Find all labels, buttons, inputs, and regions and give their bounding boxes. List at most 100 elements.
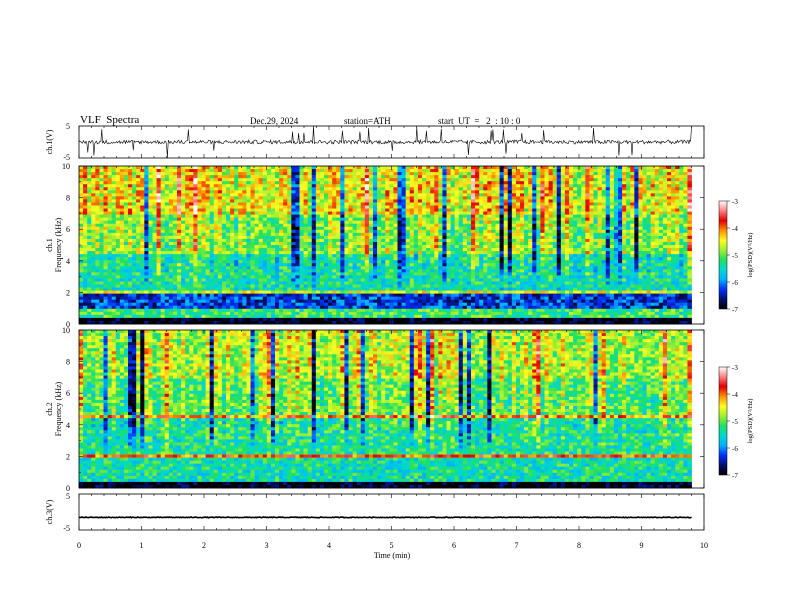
spectrogram-cell	[577, 220, 582, 225]
spectrogram-cell	[348, 232, 353, 237]
spectrogram-cell	[450, 166, 456, 170]
spectrogram-cell	[405, 257, 411, 261]
spectrogram-cell	[164, 175, 170, 179]
spectrogram-cell	[95, 229, 100, 234]
spectrogram-cell	[507, 254, 513, 258]
spectrogram-cell	[430, 251, 435, 255]
spectrogram-cell	[454, 260, 460, 264]
spectrogram-cell	[103, 251, 108, 255]
spectrogram-cell	[254, 254, 260, 258]
spectrogram-cell	[650, 238, 656, 243]
spectrogram-cell	[601, 223, 607, 228]
spectrogram-cell	[262, 235, 268, 240]
spectrogram-cell	[601, 245, 607, 249]
spectrogram-cell	[438, 202, 443, 206]
spectrogram-cell	[152, 205, 157, 209]
spectrogram-cell	[544, 232, 549, 237]
spectrogram-cell	[679, 181, 684, 185]
spectrogram-cell	[197, 211, 202, 216]
spectrogram-cell	[197, 187, 202, 191]
spectrogram-cell	[217, 245, 223, 249]
spectrogram-cell	[520, 245, 525, 249]
spectrogram-cell	[107, 190, 113, 194]
spectrogram-cell	[524, 205, 529, 209]
spectrogram-cell	[462, 208, 468, 212]
spectrogram-cell	[679, 229, 684, 234]
spectrogram-cell	[528, 226, 533, 231]
spectrogram-cell	[417, 166, 423, 170]
spectrogram-cell	[507, 251, 513, 255]
spectrogram-cell	[193, 248, 198, 252]
spectrogram-cell	[177, 263, 182, 267]
spectrogram-cell	[152, 193, 157, 197]
spectrogram-cell	[172, 211, 178, 216]
spectrogram-cell	[634, 178, 639, 182]
spectrogram-cell	[181, 208, 186, 212]
spectrogram-cell	[205, 263, 211, 267]
spectrogram-cell	[585, 166, 590, 170]
spectrogram-cell	[405, 235, 411, 240]
spectrogram-cell	[185, 208, 190, 212]
spectrogram-cell	[446, 223, 451, 228]
spectrogram-cell	[630, 172, 635, 176]
spectrogram-cell	[319, 181, 325, 185]
spectrogram-cell	[679, 196, 684, 200]
spectrogram-cell	[405, 211, 411, 216]
spectrogram-cell	[270, 245, 276, 249]
spectrogram-cell	[605, 223, 611, 228]
spectrogram-cell	[499, 241, 505, 246]
spectrogram-cell	[662, 226, 668, 231]
spectrogram-cell	[528, 193, 533, 197]
spectrogram-cell	[230, 190, 235, 194]
spectrogram-cell	[181, 181, 186, 185]
spectrogram-cell	[217, 241, 223, 246]
spectrogram-cell	[658, 254, 664, 258]
spectrogram-cell	[132, 184, 137, 188]
spectrogram-cell	[564, 181, 570, 185]
spectrogram-cell	[658, 238, 664, 243]
spectrogram-cell	[242, 251, 247, 255]
spectrogram-cell	[226, 211, 231, 216]
spectrogram-cell	[136, 193, 141, 197]
spectrogram-cell	[430, 181, 435, 185]
spectrogram-cell	[128, 235, 133, 240]
spectrogram-cell	[230, 211, 235, 216]
spectrogram-cell	[279, 238, 284, 243]
spectrogram-cell	[609, 199, 615, 203]
spectrogram-cell	[434, 241, 439, 246]
spectrogram-cell	[381, 214, 386, 219]
spectrogram-cell	[593, 248, 598, 252]
spectrogram-cell	[442, 202, 447, 206]
spectrogram-cell	[548, 229, 554, 234]
spectrogram-cell	[172, 257, 178, 261]
spectrogram-cell	[528, 205, 533, 209]
spectrogram-cell	[107, 187, 113, 191]
spectrogram-cell	[536, 248, 541, 252]
spectrogram-cell	[675, 178, 680, 182]
spectrogram-cell	[487, 220, 492, 225]
spectrogram-cell	[79, 187, 84, 191]
spectrogram-cell	[667, 193, 672, 197]
spectrogram-cell	[91, 184, 96, 188]
spectrogram-cell	[275, 232, 280, 237]
spectrogram-cell	[495, 238, 500, 243]
spectrogram-cell	[205, 166, 211, 170]
spectrogram-cell	[189, 220, 194, 225]
spectrogram-cell	[487, 187, 492, 191]
spectrogram-cell	[499, 208, 505, 212]
spectrogram-cell	[172, 214, 178, 219]
spectrogram-cell	[201, 245, 206, 249]
spectrogram-cell	[107, 217, 113, 222]
spectrogram-cell	[524, 208, 529, 212]
spectrogram-cell	[234, 220, 239, 225]
spectrogram-cell	[450, 217, 456, 222]
spectrogram-cell	[434, 248, 439, 252]
spectrogram-cell	[287, 199, 292, 203]
spectrogram-cell	[136, 223, 141, 228]
spectrogram-cell	[589, 211, 594, 216]
spectrogram-cell	[123, 248, 129, 252]
spectrogram-cell	[205, 226, 211, 231]
spectrogram-cell	[454, 251, 460, 255]
spectrogram-cell	[381, 175, 386, 179]
